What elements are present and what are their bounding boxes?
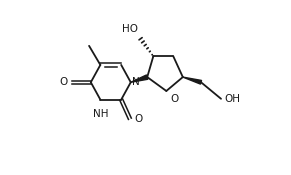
Text: OH: OH bbox=[225, 94, 241, 104]
Polygon shape bbox=[131, 75, 148, 82]
Text: O: O bbox=[60, 77, 68, 87]
Text: NH: NH bbox=[93, 109, 108, 119]
Text: O: O bbox=[171, 94, 179, 104]
Text: N: N bbox=[132, 77, 140, 87]
Text: HO: HO bbox=[122, 24, 138, 34]
Polygon shape bbox=[183, 77, 202, 84]
Text: O: O bbox=[134, 114, 143, 124]
